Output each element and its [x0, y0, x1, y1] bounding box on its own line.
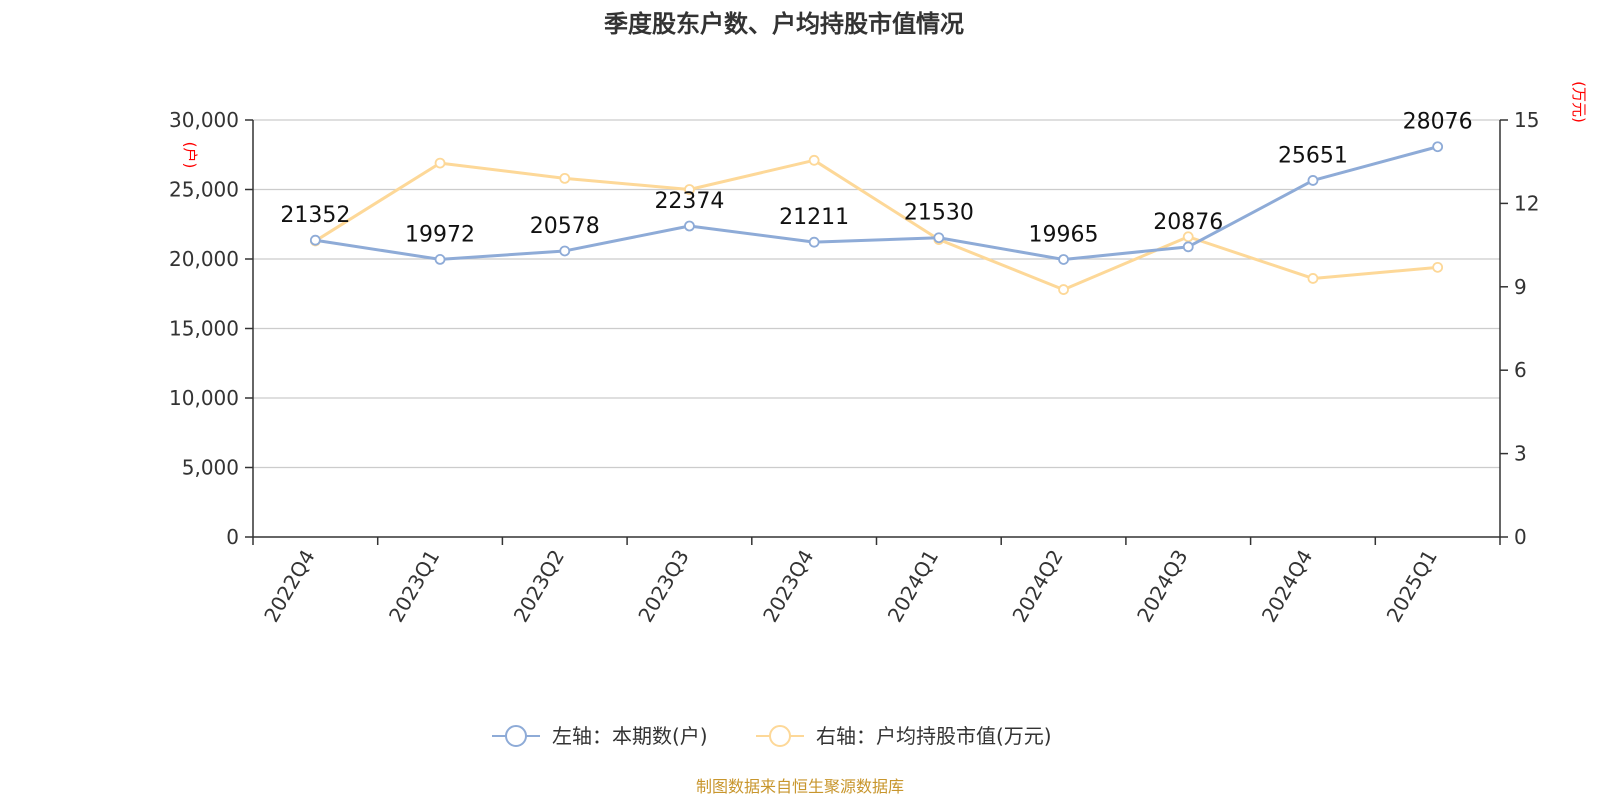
right-tick-label: 3 — [1514, 442, 1527, 466]
grid-lines — [253, 119, 1500, 469]
left-axis-unit: (户) — [181, 142, 199, 169]
data-label: 21211 — [779, 205, 849, 230]
axes — [245, 119, 1508, 545]
left-series-point[interactable] — [684, 220, 695, 232]
right-tick-label: 0 — [1514, 525, 1527, 549]
data-label: 19965 — [1029, 222, 1099, 247]
left-series-point[interactable] — [1182, 241, 1194, 253]
left-series-point[interactable] — [933, 232, 945, 244]
data-label: 21352 — [280, 203, 350, 228]
chart-title: 季度股东户数、户均持股市值情况 — [604, 10, 964, 38]
data-label: 21530 — [904, 201, 974, 226]
left-tick-label: 10,000 — [169, 386, 239, 410]
legend-marker-left-icon — [505, 725, 527, 747]
x-tick-label: 2023Q2 — [509, 546, 569, 627]
data-label: 19972 — [405, 222, 475, 247]
right-series-point[interactable] — [1058, 284, 1069, 295]
x-tick-label: 2024Q1 — [883, 546, 943, 627]
legend[interactable]: 左轴：本期数(户) 右轴：户均持股市值(万元) — [492, 724, 1052, 748]
left-series-point[interactable] — [808, 236, 820, 248]
x-tick-label: 2023Q3 — [633, 546, 693, 627]
x-tick-label: 2022Q4 — [259, 546, 319, 627]
left-series-point[interactable] — [1432, 141, 1444, 153]
x-tick-label: 2025Q1 — [1382, 546, 1442, 627]
legend-item-left-series[interactable]: 左轴：本期数(户) — [492, 724, 708, 748]
right-tick-label: 6 — [1514, 358, 1527, 382]
right-tick-label: 9 — [1514, 275, 1527, 299]
left-tick-label: 20,000 — [169, 247, 239, 271]
left-series-point[interactable] — [1058, 254, 1069, 265]
left-series-point[interactable] — [309, 234, 321, 246]
x-tick-label: 2024Q3 — [1132, 546, 1192, 627]
series-layer — [309, 141, 1444, 295]
legend-label-right: 右轴：户均持股市值(万元) — [816, 724, 1052, 748]
left-series-point[interactable] — [559, 245, 571, 257]
left-tick-label: 15,000 — [169, 317, 239, 341]
right-tick-label: 12 — [1514, 191, 1539, 215]
data-labels: 21352 19972 20578 22374 21211 21530 19965 20876… — [280, 110, 1472, 248]
data-label: 20876 — [1153, 210, 1223, 235]
x-tick-label: 2023Q1 — [384, 546, 444, 627]
data-label: 25651 — [1278, 143, 1348, 168]
left-tick-label: 30,000 — [169, 108, 239, 132]
right-series-point[interactable] — [434, 157, 446, 169]
right-series-point[interactable] — [808, 154, 820, 166]
data-label: 22374 — [654, 189, 724, 214]
left-series-line — [315, 145, 1439, 261]
right-tick-label: 15 — [1514, 108, 1539, 132]
right-series-point[interactable] — [1182, 231, 1194, 243]
right-axis-unit: (万元) — [1570, 81, 1588, 123]
x-tick-label: 2024Q2 — [1007, 546, 1067, 627]
right-series-point[interactable] — [684, 184, 695, 195]
right-series-point[interactable] — [559, 172, 571, 184]
legend-label-left: 左轴：本期数(户) — [552, 724, 708, 748]
left-tick-label: 5,000 — [182, 456, 239, 480]
left-tick-label: 0 — [226, 525, 239, 549]
right-series-line — [314, 158, 1438, 292]
data-label: 28076 — [1403, 110, 1473, 135]
left-series-point[interactable] — [434, 253, 446, 265]
data-label: 20578 — [530, 214, 600, 239]
x-tick-label: 2024Q4 — [1257, 546, 1317, 627]
left-series-point[interactable] — [1307, 175, 1319, 186]
legend-marker-right-icon — [769, 725, 791, 747]
right-series-point[interactable] — [1432, 261, 1444, 273]
legend-item-right-series[interactable]: 右轴：户均持股市值(万元) — [756, 724, 1052, 748]
source-note: 制图数据来自恒生聚源数据库 — [696, 777, 904, 796]
left-tick-label: 25,000 — [169, 178, 239, 202]
right-series-point[interactable] — [1307, 273, 1319, 284]
x-tick-label: 2023Q4 — [758, 546, 818, 627]
